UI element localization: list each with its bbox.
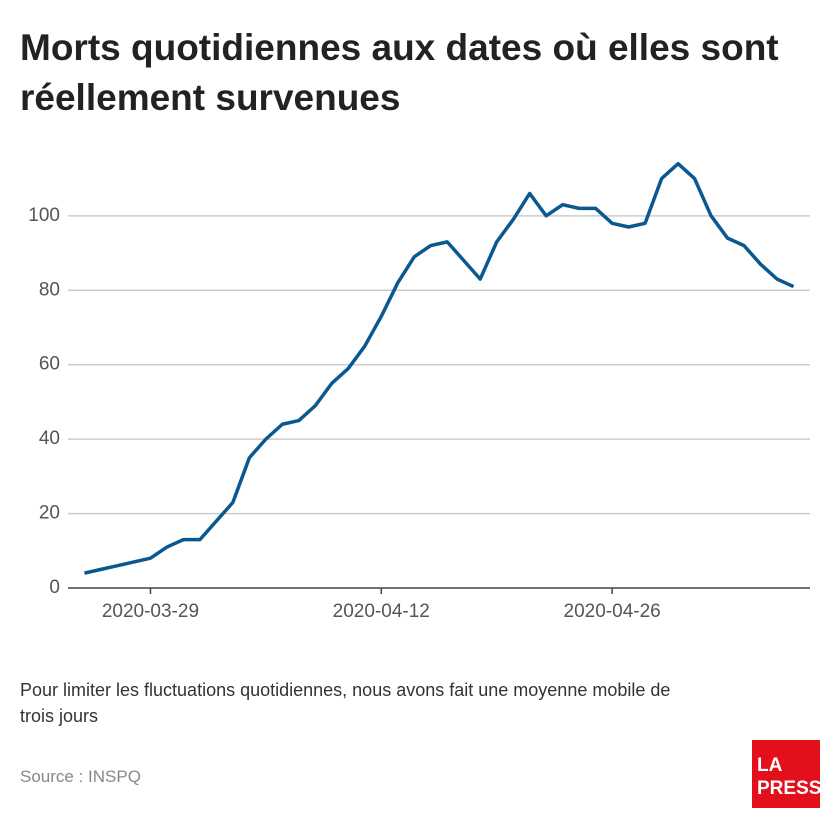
- chart-title: réellement survenues: [20, 77, 400, 118]
- note: Pour limiter les fluctuations quotidienn…: [20, 680, 670, 700]
- source: Source : INSPQ: [20, 767, 141, 786]
- y-tick-label: 40: [39, 428, 60, 449]
- line: [84, 161, 795, 575]
- y-tick-label: 100: [28, 205, 60, 226]
- logo-text: LA: [757, 755, 783, 776]
- note: trois jours: [20, 706, 98, 726]
- y-tick-label: 60: [39, 354, 60, 375]
- x-tick-label: 2020-04-12: [333, 601, 430, 622]
- x-tick-label: 2020-03-29: [102, 601, 199, 622]
- logo-box: [752, 740, 820, 808]
- logo-text: PRESSE: [757, 778, 834, 799]
- y-tick-label: 0: [49, 577, 60, 598]
- x-tick-label: 2020-04-26: [564, 601, 661, 622]
- y-tick-label: 20: [39, 503, 60, 524]
- chart-title: Morts quotidiennes aux dates où elles so…: [20, 27, 779, 68]
- y-tick-label: 80: [39, 279, 60, 300]
